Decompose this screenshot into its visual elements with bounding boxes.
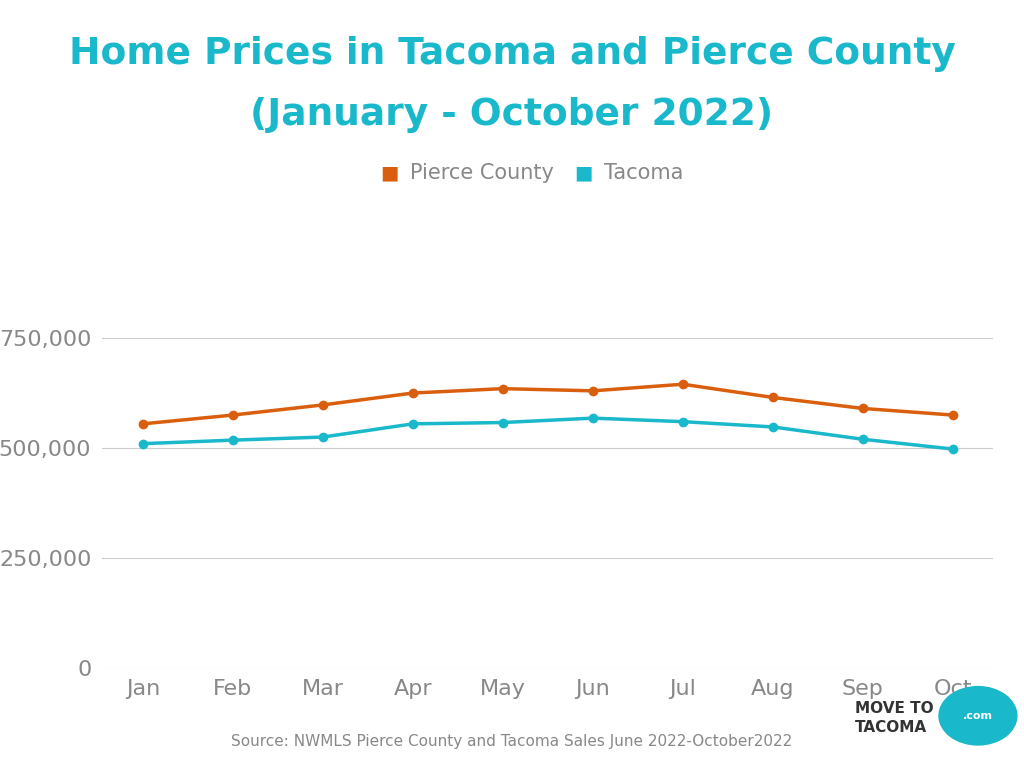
Tacoma	[767, 422, 779, 432]
Text: .com: .com	[963, 710, 993, 721]
Line: Pierce County: Pierce County	[138, 380, 957, 428]
Tacoma	[226, 435, 239, 445]
Line: Tacoma: Tacoma	[138, 414, 957, 453]
Pierce County	[316, 400, 329, 409]
Pierce County	[587, 386, 599, 396]
Pierce County	[857, 404, 869, 413]
Text: (January - October 2022): (January - October 2022)	[251, 98, 773, 133]
Tacoma	[316, 432, 329, 442]
Tacoma	[497, 418, 509, 427]
Pierce County	[497, 384, 509, 393]
Pierce County	[226, 410, 239, 419]
Tacoma	[946, 445, 958, 454]
Pierce County	[767, 393, 779, 402]
Pierce County	[407, 389, 419, 398]
Tacoma	[407, 419, 419, 429]
Tacoma	[857, 435, 869, 444]
Text: Tacoma: Tacoma	[604, 163, 684, 183]
Tacoma	[137, 439, 150, 449]
Text: ■: ■	[380, 164, 398, 182]
Text: Source: NWMLS Pierce County and Tacoma Sales June 2022-October2022: Source: NWMLS Pierce County and Tacoma S…	[231, 733, 793, 749]
Text: Pierce County: Pierce County	[410, 163, 554, 183]
Tacoma	[677, 417, 689, 426]
Pierce County	[677, 379, 689, 389]
Text: Home Prices in Tacoma and Pierce County: Home Prices in Tacoma and Pierce County	[69, 36, 955, 71]
Pierce County	[137, 419, 150, 429]
Pierce County	[946, 410, 958, 419]
Text: ■: ■	[574, 164, 593, 182]
Text: MOVE TO
TACOMA: MOVE TO TACOMA	[855, 701, 934, 735]
Tacoma	[587, 413, 599, 422]
